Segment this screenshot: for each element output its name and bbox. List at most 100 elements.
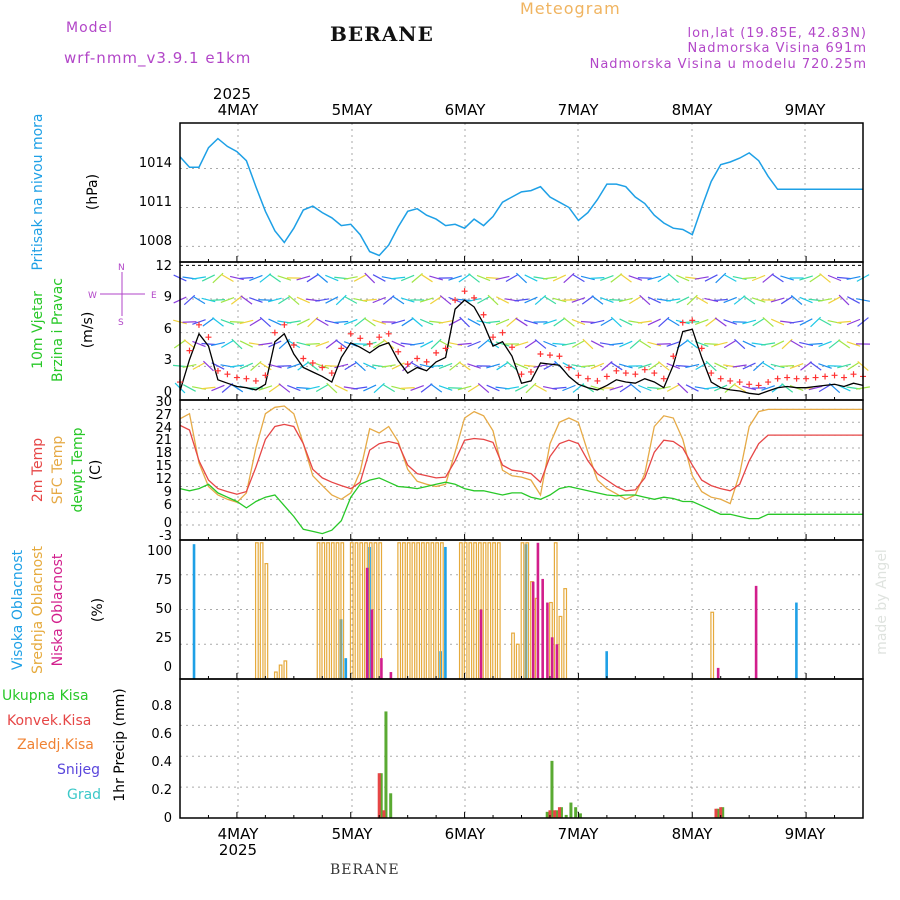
wind-arrow <box>230 295 243 305</box>
wind-arrow <box>666 298 681 302</box>
wind-arrow <box>420 273 433 283</box>
cloud-unit-label: (%) <box>90 598 106 622</box>
top-day-label: 6MAY <box>445 101 487 119</box>
wind-arrow <box>315 383 329 393</box>
wind-arrow <box>580 320 595 324</box>
wind-speed-line <box>179 299 864 396</box>
wind-arrow <box>362 298 377 302</box>
convective-rain-bar <box>548 810 552 818</box>
wind-arrow <box>562 384 576 392</box>
temp-unit-label: (C) <box>88 460 104 481</box>
wind-arrow <box>723 274 737 282</box>
wind-arrow <box>429 295 443 305</box>
compass-e: E <box>151 291 157 301</box>
wind-arrow <box>468 273 480 283</box>
wind-arrow <box>552 274 567 282</box>
wind-arrow <box>201 274 216 282</box>
mid-cloud-bar <box>492 542 496 680</box>
wind-arrow <box>439 295 452 305</box>
wind-arrow <box>268 273 281 283</box>
wind-arrow <box>780 275 794 281</box>
wind-arrow <box>506 361 518 371</box>
wind-arrow <box>420 383 433 393</box>
top-year-label: 2025 <box>213 85 251 103</box>
wind-arrow <box>201 342 216 346</box>
wind-arrow <box>552 342 567 346</box>
wind-arrow <box>391 319 406 325</box>
wind-gust-marker <box>717 375 724 382</box>
low-cloud-bar <box>370 609 374 679</box>
wind-arrow <box>514 362 529 370</box>
wind-arrow <box>363 384 377 392</box>
wind-gust-marker <box>281 321 288 328</box>
temp-tick-label: 15 <box>155 459 172 474</box>
wind-arrow <box>610 273 623 283</box>
wind-gust-marker <box>461 288 468 295</box>
wind-gust-marker <box>565 364 572 371</box>
wind-arrow <box>296 275 311 281</box>
wind-arrow <box>799 318 813 326</box>
total-rain-bar <box>578 813 582 818</box>
mid-cloud-bar <box>354 542 359 680</box>
convective-rain-bar <box>553 810 557 818</box>
precip-legend-item: Grad <box>67 787 101 803</box>
grid-layer <box>180 123 863 819</box>
wind-gust-marker <box>784 374 791 381</box>
wind-arrow <box>780 365 795 367</box>
wind-arrow <box>486 276 501 280</box>
wind-arrow <box>316 273 329 283</box>
mid-cloud-bar <box>563 588 568 680</box>
wind-arrow <box>372 319 387 325</box>
wind-arrow <box>191 276 206 280</box>
wind-arrow <box>733 383 746 393</box>
wind-arrow <box>619 318 633 326</box>
wind-arrow <box>229 275 244 281</box>
watermark-text: made by Angel <box>874 549 890 655</box>
precip-legend-item: Konvek.Kisa <box>7 713 91 729</box>
wind-arrow <box>600 297 614 303</box>
temp-tick-label: 30 <box>155 395 172 410</box>
bottom-day-label: 4MAY <box>218 825 260 843</box>
wind-arrow <box>818 363 832 369</box>
mid-cloud-bar <box>511 632 515 680</box>
wind-arrow <box>364 272 376 284</box>
bottom-year-label: 2025 <box>219 841 257 859</box>
total-rain-bar <box>389 793 393 818</box>
wind-axis-label-1: 10m Vjetar <box>30 291 46 369</box>
wind-arrow <box>325 339 338 349</box>
wind-arrow <box>259 316 271 328</box>
wind-arrow <box>770 297 785 303</box>
wind-arrow <box>315 317 329 327</box>
wind-arrow <box>506 317 518 327</box>
wind-arrow <box>192 295 206 305</box>
wind-arrow <box>639 294 651 306</box>
wind-arrow <box>676 274 690 282</box>
wind-arrow <box>192 362 206 370</box>
low-cloud-bar <box>531 581 535 679</box>
wind-arrow <box>477 296 490 304</box>
wind-arrow <box>467 318 481 326</box>
mid-cloud-bar <box>359 542 364 680</box>
wind-gust-marker <box>290 342 297 349</box>
wind-arrow <box>457 342 472 346</box>
wind-arrow <box>183 339 196 349</box>
wind-arrow <box>514 384 529 392</box>
wind-arrow <box>363 362 377 370</box>
wind-arrow <box>619 340 633 348</box>
wind-arrow <box>210 299 225 301</box>
wind-gust-marker <box>490 334 497 341</box>
wind-arrow <box>335 339 348 349</box>
wind-arrow <box>515 317 528 327</box>
wind-arrow <box>391 362 405 370</box>
wind-gust-marker <box>822 373 829 380</box>
wind-arrow <box>438 385 453 391</box>
mid-cloud-bar <box>283 660 288 680</box>
wind-gust-marker <box>205 334 212 341</box>
temp-tick-label: 12 <box>155 472 172 487</box>
wind-arrow <box>220 297 235 303</box>
temp-tick-label: 9 <box>164 485 172 500</box>
wind-arrow <box>637 363 652 369</box>
wind-arrow <box>448 275 462 281</box>
mid-cloud-bar <box>710 611 715 680</box>
mid-cloud-bar <box>397 542 402 680</box>
